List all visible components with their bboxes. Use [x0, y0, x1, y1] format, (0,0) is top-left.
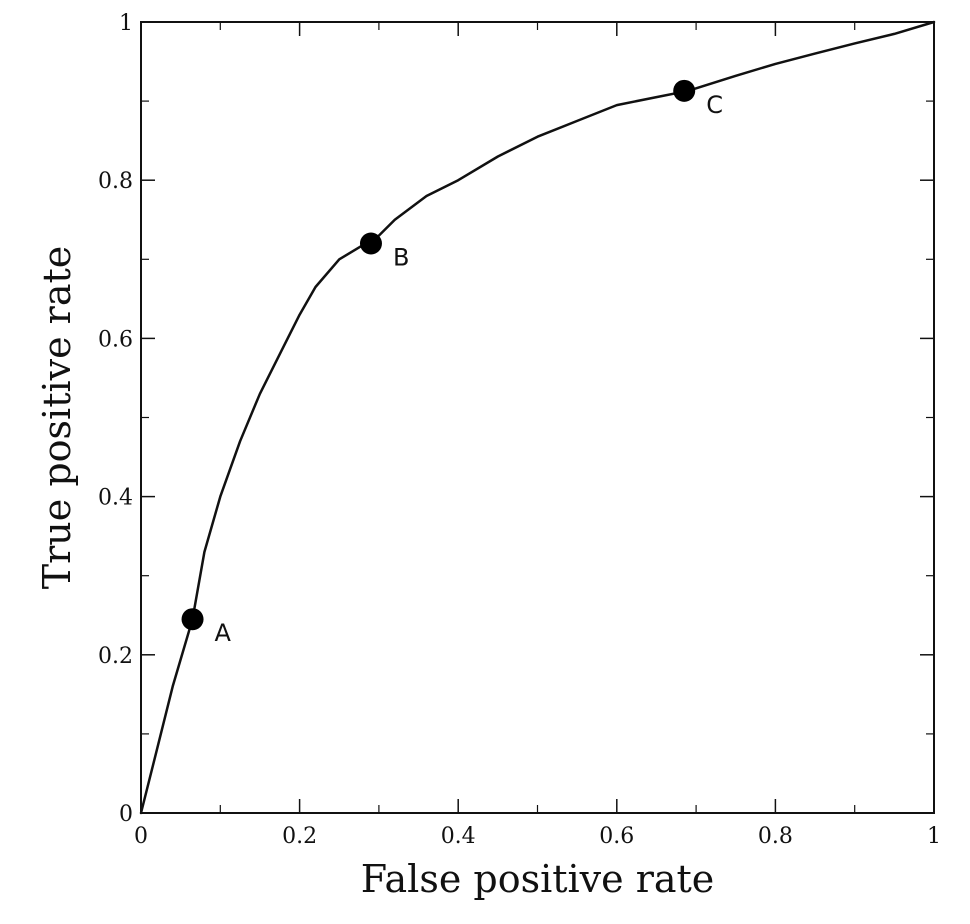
roc-curve-layer [139, 20, 936, 815]
x-tick-label: 1 [927, 824, 941, 849]
plot-frame [140, 21, 935, 814]
x-tick-label: 0.4 [441, 824, 476, 849]
point-a-label: A [215, 619, 232, 647]
x-tick-label: 0.6 [599, 824, 634, 849]
y-tick-label: 0.8 [98, 169, 133, 194]
point-b-label: B [393, 243, 409, 271]
x-tick-label: 0.8 [758, 824, 793, 849]
y-axis-title: True positive rate [35, 246, 79, 589]
tick-marks [140, 21, 935, 814]
y-tick-label: 0.6 [98, 327, 133, 352]
point-c-label: C [706, 91, 723, 119]
operating-points: A B C [181, 79, 723, 647]
roc-curve [139, 20, 936, 815]
x-axis-title: False positive rate [361, 857, 715, 901]
point-b-marker [359, 232, 382, 255]
tick-labels: 0 0.2 0.4 0.6 0.8 1 0 0.2 0.4 0.6 0.8 1 [98, 11, 941, 849]
point-c-marker [673, 79, 696, 102]
y-tick-label: 0.4 [98, 486, 133, 511]
x-tick-label: 0 [134, 824, 148, 849]
x-tick-label: 0.2 [282, 824, 317, 849]
point-a-marker [181, 608, 204, 631]
y-tick-label: 0 [119, 802, 133, 827]
y-tick-label: 1 [119, 11, 133, 36]
y-tick-label: 0.2 [98, 644, 133, 669]
